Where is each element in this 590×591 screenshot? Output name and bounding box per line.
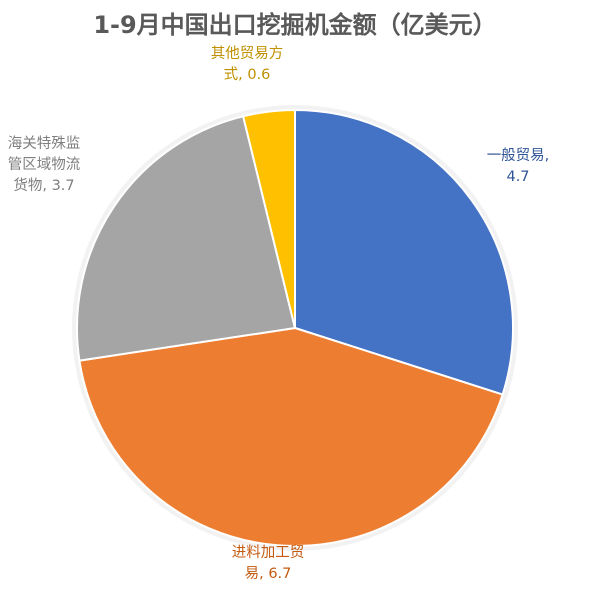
pie-slice-1: [294, 109, 514, 396]
data-label-line: 进料加工贸: [232, 544, 305, 561]
pie-slice-3: [76, 115, 296, 362]
data-label-line: 货物, 3.7: [13, 177, 74, 194]
data-label-line: 管区域物流: [8, 156, 81, 173]
data-label-line: 式, 0.6: [224, 66, 271, 83]
data-label-1: 一般贸易, 4.7: [487, 147, 550, 185]
data-label-2: 进料加工贸易, 6.7: [232, 544, 305, 582]
pie-data-labels: 一般贸易, 4.7 进料加工贸易, 6.7 海关特殊监管区域物流货物, 3.7 其他贸易…: [8, 45, 550, 582]
data-label-line: 其他贸易方: [211, 45, 284, 62]
pie-slice-2: [78, 327, 504, 547]
pie-slices: [76, 109, 514, 547]
data-label-4: 其他贸易方式, 0.6: [211, 45, 284, 83]
data-label-line: 一般贸易,: [487, 147, 550, 164]
data-label-line: 4.7: [506, 169, 529, 185]
data-label-line: 易, 6.7: [245, 566, 292, 582]
pie-slice-4: [242, 109, 296, 329]
chart-title: 1-9月中国出口挖掘机金额（亿美元）: [93, 11, 496, 39]
data-label-3: 海关特殊监管区域物流货物, 3.7: [8, 135, 81, 194]
data-label-line: 海关特殊监: [8, 135, 81, 152]
